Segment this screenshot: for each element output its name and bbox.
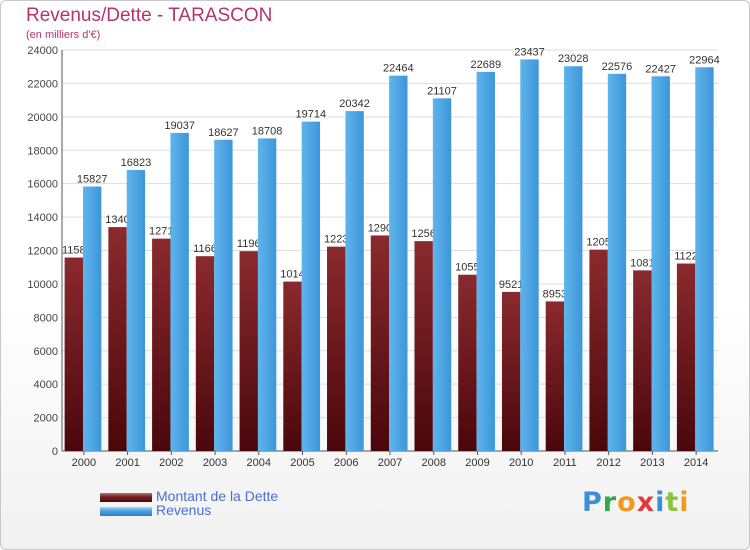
x-tick-label: 2012 bbox=[596, 457, 620, 469]
x-tick-label: 2008 bbox=[421, 457, 445, 469]
y-tick-label: 14000 bbox=[27, 212, 58, 224]
x-tick-label: 2004 bbox=[247, 457, 271, 469]
y-tick-label: 18000 bbox=[27, 145, 58, 157]
chart-title: Revenus/Dette - TARASCON bbox=[26, 5, 273, 26]
bar-revenus bbox=[432, 98, 452, 451]
x-tick-label: 2002 bbox=[159, 457, 183, 469]
data-label-dette: 1081 bbox=[630, 257, 654, 269]
legend-label-dette: Montant de la Dette bbox=[156, 488, 279, 504]
data-label-dette: 1014 bbox=[280, 269, 304, 281]
bar-revenus bbox=[82, 186, 102, 452]
x-tick-label: 2013 bbox=[640, 457, 664, 469]
bar-dette bbox=[64, 257, 83, 451]
legend-swatch-revenus bbox=[100, 507, 152, 516]
bar-dette bbox=[501, 291, 521, 451]
data-label-dette: 1122 bbox=[674, 251, 698, 263]
legend-label-revenus: Revenus bbox=[156, 502, 212, 518]
data-label-revenus: 21107 bbox=[427, 85, 457, 97]
data-label-revenus: 22427 bbox=[645, 63, 676, 75]
bar-revenus bbox=[607, 73, 627, 451]
chart-subtitle: (en milliers d'€) bbox=[26, 29, 101, 41]
bar-revenus bbox=[476, 71, 495, 451]
bar-dette bbox=[152, 238, 171, 451]
data-label-dette: 1205 bbox=[586, 237, 610, 249]
data-label-revenus: 23437 bbox=[514, 46, 545, 58]
data-label-dette: 1055 bbox=[455, 262, 479, 274]
bar-dette bbox=[327, 246, 346, 451]
y-tick-label: 24000 bbox=[27, 45, 58, 57]
proxiti-logo: Proxiti bbox=[582, 487, 690, 518]
bar-revenus bbox=[564, 66, 583, 451]
data-label-revenus: 19714 bbox=[296, 109, 327, 121]
bar-revenus bbox=[520, 59, 539, 451]
data-label-dette: 1166 bbox=[193, 243, 217, 255]
bar-dette bbox=[195, 256, 215, 451]
bar-dette bbox=[239, 251, 258, 451]
bar-dette bbox=[545, 301, 565, 451]
x-tick-label: 2014 bbox=[684, 457, 708, 469]
bar-revenus bbox=[695, 67, 714, 452]
bar-revenus bbox=[126, 169, 146, 451]
bar-dette bbox=[633, 270, 652, 451]
x-tick-label: 2000 bbox=[72, 457, 96, 469]
data-label-revenus: 23028 bbox=[558, 53, 589, 65]
legend-swatch-dette bbox=[100, 493, 152, 502]
x-tick-label: 2006 bbox=[334, 457, 358, 469]
x-tick-label: 2005 bbox=[290, 457, 314, 469]
data-label-revenus: 22464 bbox=[383, 63, 414, 75]
bar-dette bbox=[370, 235, 390, 451]
data-label-revenus: 18627 bbox=[208, 127, 239, 139]
data-label-revenus: 18708 bbox=[252, 125, 283, 137]
bar-dette bbox=[414, 241, 433, 451]
data-label-dette: 8953 bbox=[543, 288, 567, 300]
y-tick-label: 0 bbox=[52, 446, 58, 458]
y-tick-label: 20000 bbox=[27, 112, 58, 124]
data-label-revenus: 22964 bbox=[689, 54, 720, 66]
bar-dette bbox=[676, 263, 696, 451]
y-tick-label: 16000 bbox=[27, 179, 58, 191]
x-tick-label: 2007 bbox=[378, 457, 402, 469]
bar-revenus bbox=[389, 75, 408, 451]
data-label-dette: 1290 bbox=[368, 222, 392, 234]
bar-revenus bbox=[301, 121, 321, 452]
bar-revenus bbox=[345, 111, 364, 451]
data-label-dette: 1340 bbox=[105, 214, 129, 226]
x-tick-label: 2003 bbox=[203, 457, 227, 469]
bar-dette bbox=[589, 249, 608, 451]
y-tick-label: 10000 bbox=[27, 279, 58, 291]
data-label-dette: 1158 bbox=[62, 245, 86, 257]
x-tick-label: 2011 bbox=[553, 457, 577, 469]
data-label-revenus: 19037 bbox=[164, 120, 195, 132]
bar-dette bbox=[108, 227, 127, 451]
y-tick-label: 6000 bbox=[34, 346, 58, 358]
y-tick-label: 8000 bbox=[34, 312, 58, 324]
y-tick-label: 22000 bbox=[27, 78, 58, 90]
data-label-revenus: 22576 bbox=[602, 61, 633, 73]
bar-revenus bbox=[170, 132, 189, 451]
x-tick-label: 2009 bbox=[465, 457, 489, 469]
data-label-dette: 1271 bbox=[149, 226, 173, 238]
bar-dette bbox=[283, 281, 302, 451]
data-label-dette: 1223 bbox=[324, 234, 348, 246]
y-tick-label: 4000 bbox=[34, 379, 58, 391]
data-label-dette: 9521 bbox=[499, 279, 523, 291]
bar-revenus bbox=[257, 138, 277, 451]
data-label-revenus: 20342 bbox=[339, 98, 370, 110]
data-label-dette: 1256 bbox=[411, 228, 435, 240]
x-tick-label: 2001 bbox=[115, 457, 139, 469]
bar-revenus bbox=[651, 76, 670, 451]
x-tick-label: 2010 bbox=[509, 457, 533, 469]
data-label-revenus: 22689 bbox=[470, 59, 501, 71]
bar-revenus bbox=[214, 139, 233, 452]
y-tick-label: 12000 bbox=[27, 246, 58, 258]
data-label-dette: 1196 bbox=[237, 238, 261, 250]
bar-dette bbox=[458, 274, 477, 451]
data-label-revenus: 15827 bbox=[77, 174, 108, 186]
y-tick-label: 2000 bbox=[34, 413, 58, 425]
data-label-revenus: 16823 bbox=[121, 157, 152, 169]
